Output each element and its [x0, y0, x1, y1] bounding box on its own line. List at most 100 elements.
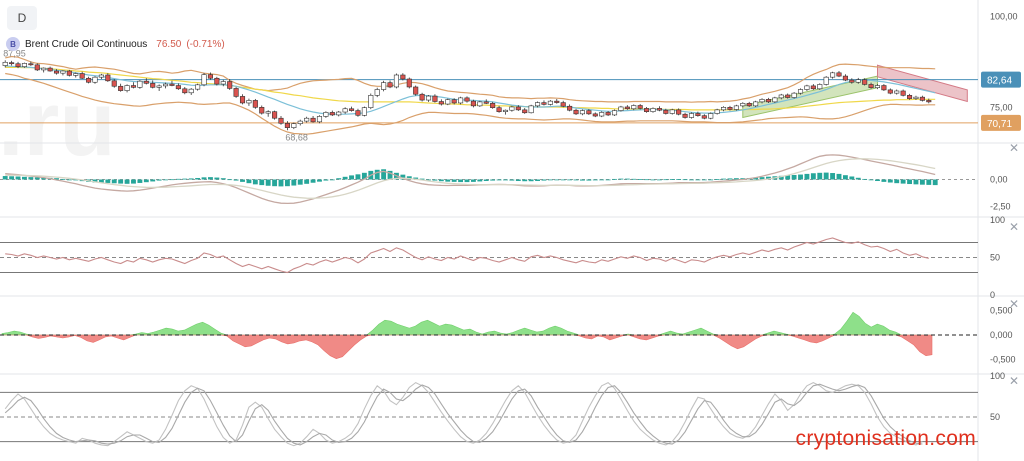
candle-up [688, 113, 695, 118]
macd-bar [278, 179, 284, 187]
macd-bar [22, 176, 27, 180]
macd-bar [894, 179, 900, 184]
oscillator-pane [0, 311, 978, 360]
macd-bar [695, 179, 701, 181]
macd-bar [214, 177, 220, 180]
candle-up [163, 83, 169, 87]
macd-bar [233, 179, 239, 181]
candle-up [98, 74, 104, 78]
candle-down [53, 70, 60, 74]
macd-bar [887, 179, 893, 183]
macd-bar [721, 178, 726, 180]
candle-up [60, 70, 66, 74]
macd-bar [124, 179, 130, 184]
signal-line [5, 158, 936, 199]
upper-band [5, 55, 936, 103]
rsi-tick-label: 100 [990, 215, 1005, 225]
candle-up [304, 117, 310, 122]
candle-down [567, 105, 573, 111]
macd-bar [259, 179, 265, 186]
candle-up [361, 107, 367, 116]
candle-down [9, 62, 15, 65]
candle-down [887, 89, 893, 94]
macd-bar [663, 179, 669, 181]
candle-down [15, 63, 21, 67]
macd-bar [208, 177, 213, 180]
close-oscillator-icon[interactable]: ✕ [1008, 297, 1020, 311]
price-tick-label: 100,00 [990, 12, 1018, 22]
timeframe-button[interactable]: D [7, 6, 37, 30]
rsi-line [5, 237, 929, 274]
macd-bar [785, 175, 791, 180]
macd-bar [535, 179, 540, 182]
macd-bar [926, 179, 932, 185]
close-stochastic-icon[interactable]: ✕ [1008, 374, 1020, 388]
candle-up [393, 74, 399, 88]
candle-up [156, 85, 162, 88]
candle-down [310, 117, 316, 123]
candle-down [233, 88, 239, 97]
candle-down [701, 115, 707, 119]
candle-up [759, 99, 765, 103]
macd-bar [490, 179, 496, 181]
ma-yellow [5, 66, 936, 111]
macd-bar [804, 173, 810, 180]
macd-bar [676, 179, 682, 180]
macd-bar [227, 179, 233, 181]
macd-bar [169, 179, 175, 181]
macd-tick-label: 0,00 [990, 175, 1008, 185]
candle-down [676, 109, 682, 115]
candle-down [150, 83, 156, 88]
symbol-legend[interactable]: B Brent Crude Oil Continuous 76.50 (-0.7… [6, 36, 225, 52]
macd-bar [913, 179, 919, 185]
macd-bar [2, 176, 8, 180]
candle-down [644, 108, 650, 112]
oscillator-tick-label: -0,500 [990, 355, 1016, 365]
candle-up [220, 81, 226, 85]
macd-bar [932, 179, 938, 186]
close-rsi-icon[interactable]: ✕ [1008, 220, 1020, 234]
candle-down [79, 73, 85, 79]
candle-down [419, 93, 425, 101]
macd-bar [426, 179, 431, 181]
candle-up [188, 88, 194, 94]
stochastic-tick-label: 100 [990, 371, 1005, 381]
candle-down [810, 85, 816, 90]
close-macd-icon[interactable]: ✕ [1008, 141, 1020, 155]
macd-bar [689, 179, 694, 181]
candle-down [605, 112, 611, 116]
candle-up [477, 101, 483, 107]
candle-down [284, 122, 290, 128]
macd-bar [406, 176, 412, 180]
macd-bar [810, 173, 816, 180]
macd-bar [669, 179, 675, 180]
macd-bar [612, 178, 617, 180]
candle-up [425, 95, 432, 101]
candle-up [21, 63, 27, 67]
candle-down [47, 67, 53, 72]
macd-bar [355, 174, 361, 180]
macd-bar [105, 179, 111, 183]
candle-down [432, 95, 438, 102]
candle-down [464, 97, 470, 102]
macd-bar [599, 179, 605, 181]
candle-up [2, 61, 8, 66]
candle-down [656, 108, 662, 111]
macd-pane [0, 154, 978, 205]
rsi-pane [0, 237, 978, 274]
macd-bar [855, 177, 861, 180]
level-label-0: 82,64 [987, 76, 1012, 87]
macd-bar [118, 179, 124, 184]
macd-bar [733, 178, 739, 180]
macd-bar [73, 179, 79, 181]
macd-tick-label: -2,50 [990, 201, 1011, 211]
candle-up [823, 76, 829, 85]
candle-down [868, 84, 874, 89]
macd-bar [175, 178, 181, 180]
macd-bar [336, 178, 342, 180]
candle-down [515, 106, 521, 111]
candle-up [265, 111, 271, 114]
candle-down [387, 82, 393, 88]
